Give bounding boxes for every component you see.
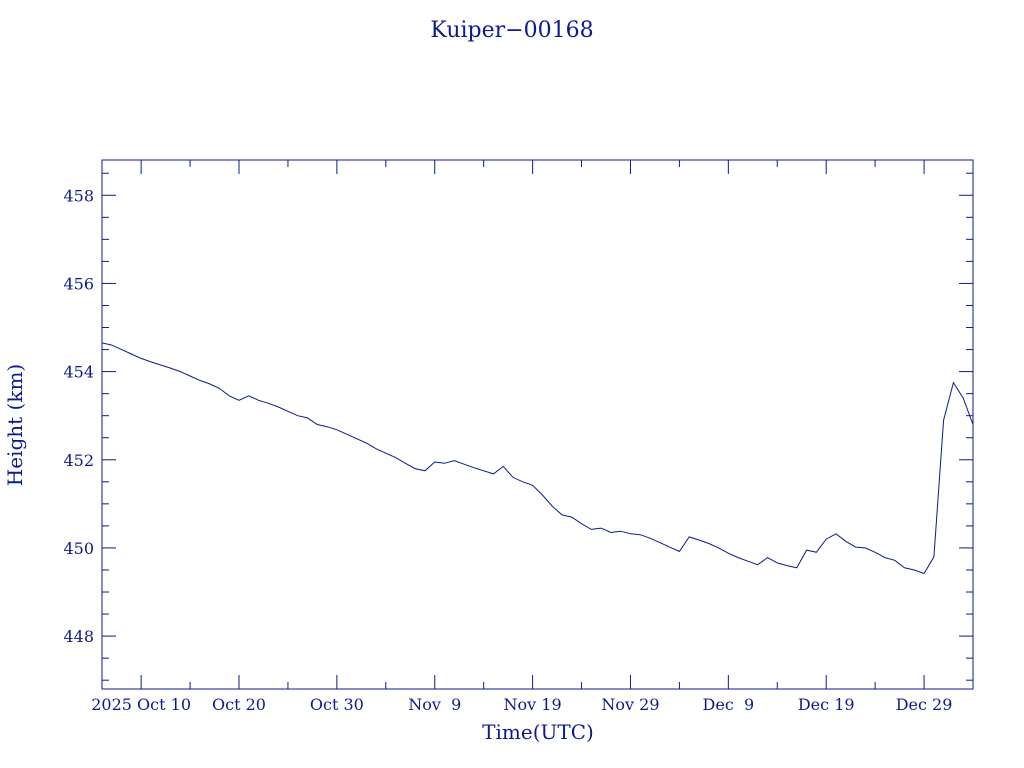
chart-title: Kuiper−00168 (430, 18, 593, 43)
y-tick-label: 458 (63, 186, 94, 205)
y-tick-label: 450 (63, 539, 94, 558)
y-tick-label: 452 (63, 451, 94, 470)
x-tick-label: Dec 29 (896, 695, 953, 714)
x-tick-label: Nov 29 (601, 695, 659, 714)
x-tick-label: Oct 20 (212, 695, 266, 714)
x-tick-label: Dec 19 (798, 695, 855, 714)
plot-frame (101, 159, 974, 690)
x-tick-label: Nov 19 (504, 695, 562, 714)
x-axis-label: Time(UTC) (482, 720, 594, 744)
series-line (101, 342, 974, 575)
y-tick-label: 454 (63, 363, 94, 382)
y-axis: 448 450 452 454 456 458 (63, 172, 973, 681)
y-tick-label: 456 (63, 274, 94, 293)
plot-area (101, 342, 974, 575)
x-tick-label: Dec 9 (703, 695, 755, 714)
x-tick-label: Oct 30 (310, 695, 364, 714)
x-axis: 2025 Oct 10 Oct 20 Oct 30 Nov 9 Nov 19 Nov 29… (91, 160, 974, 714)
x-tick-label: Nov 9 (408, 695, 461, 714)
x-tick-label: 2025 Oct 10 (91, 695, 191, 714)
y-tick-label: 448 (63, 627, 94, 646)
y-axis-label: Height (km) (3, 364, 27, 486)
